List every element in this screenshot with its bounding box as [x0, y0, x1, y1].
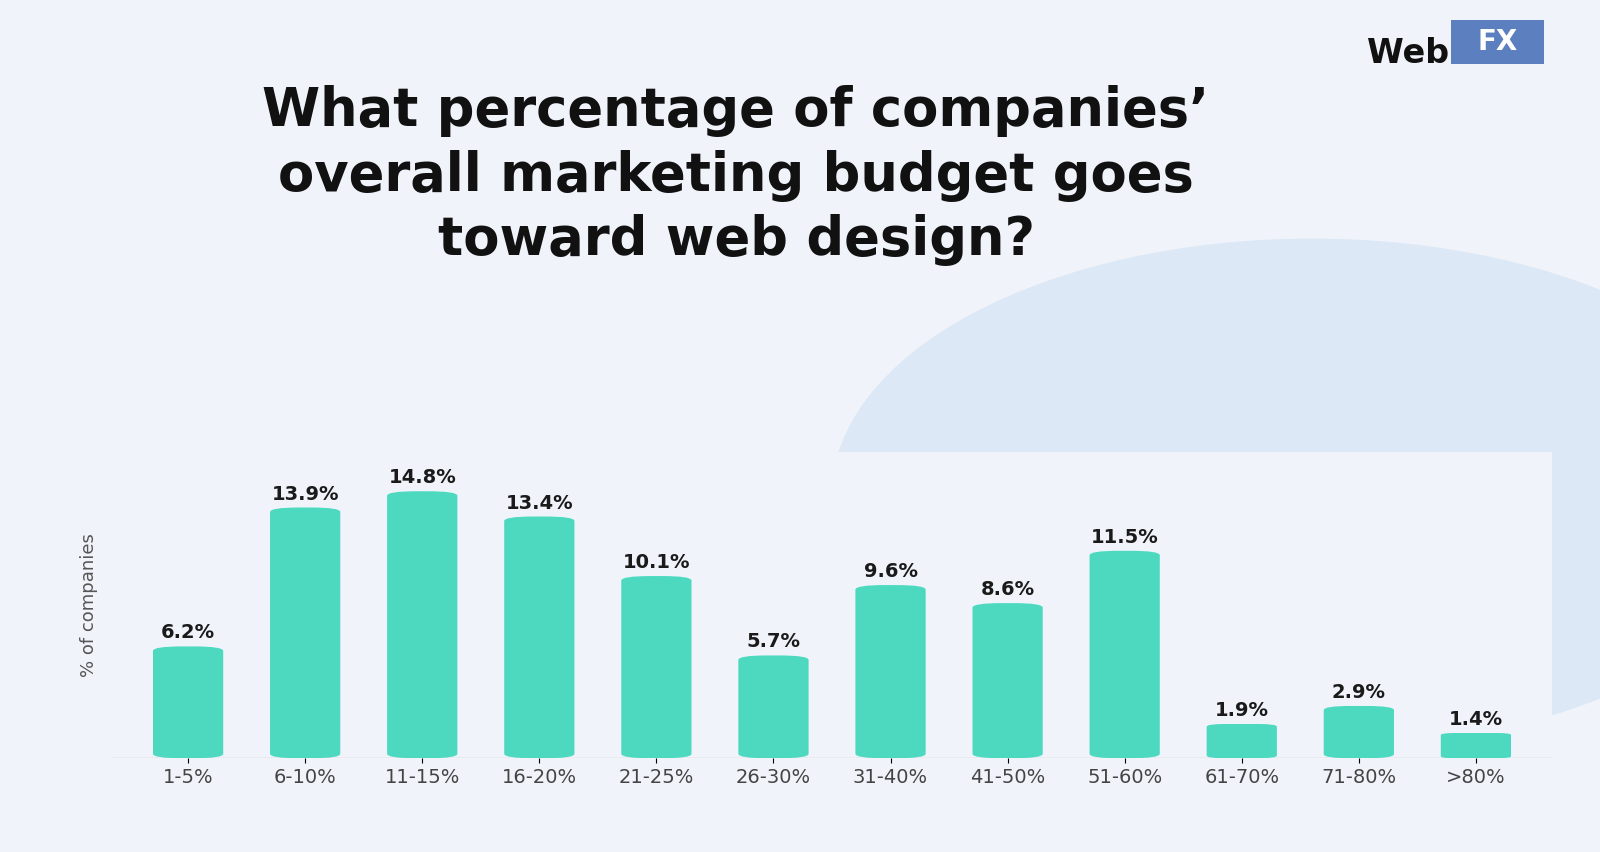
Text: 1.4%: 1.4% — [1450, 710, 1502, 729]
FancyBboxPatch shape — [1440, 733, 1510, 758]
FancyBboxPatch shape — [1323, 706, 1394, 758]
Text: FX: FX — [1477, 28, 1518, 55]
FancyBboxPatch shape — [738, 655, 808, 758]
Y-axis label: % of companies: % of companies — [80, 533, 98, 676]
Text: 13.4%: 13.4% — [506, 493, 573, 513]
Text: 5.7%: 5.7% — [747, 632, 800, 652]
FancyBboxPatch shape — [1090, 550, 1160, 758]
FancyBboxPatch shape — [1206, 724, 1277, 758]
Text: 14.8%: 14.8% — [389, 469, 456, 487]
Text: 8.6%: 8.6% — [981, 580, 1035, 599]
FancyBboxPatch shape — [621, 576, 691, 758]
FancyBboxPatch shape — [504, 516, 574, 758]
FancyBboxPatch shape — [387, 492, 458, 758]
Text: 9.6%: 9.6% — [864, 562, 917, 581]
Text: 1.9%: 1.9% — [1214, 701, 1269, 720]
FancyBboxPatch shape — [973, 603, 1043, 758]
Text: What percentage of companies’
overall marketing budget goes
toward web design?: What percentage of companies’ overall ma… — [262, 85, 1210, 266]
Text: 11.5%: 11.5% — [1091, 528, 1158, 547]
Text: 2.9%: 2.9% — [1331, 683, 1386, 702]
FancyBboxPatch shape — [856, 585, 926, 758]
Text: Web: Web — [1368, 37, 1450, 71]
Text: 6.2%: 6.2% — [162, 624, 214, 642]
Text: 13.9%: 13.9% — [272, 485, 339, 504]
FancyBboxPatch shape — [154, 647, 224, 758]
Text: 10.1%: 10.1% — [622, 553, 690, 572]
FancyBboxPatch shape — [270, 508, 341, 758]
